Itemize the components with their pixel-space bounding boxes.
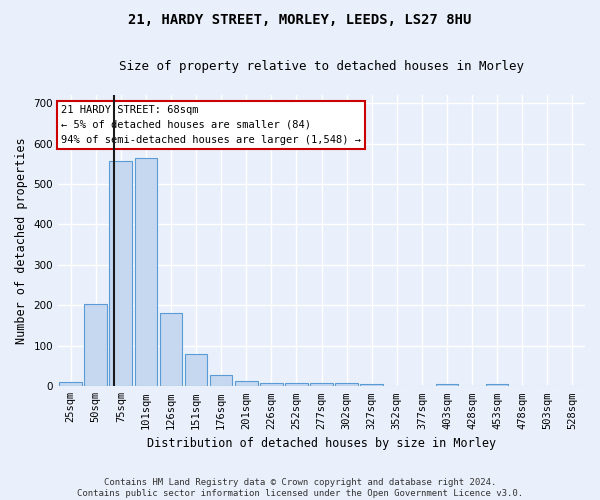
Y-axis label: Number of detached properties: Number of detached properties bbox=[15, 138, 28, 344]
Bar bbox=[260, 383, 283, 386]
Bar bbox=[185, 354, 208, 386]
Bar bbox=[210, 375, 232, 386]
Bar bbox=[285, 383, 308, 386]
Bar bbox=[361, 384, 383, 386]
Title: Size of property relative to detached houses in Morley: Size of property relative to detached ho… bbox=[119, 60, 524, 73]
Bar bbox=[160, 314, 182, 386]
Text: 21 HARDY STREET: 68sqm
← 5% of detached houses are smaller (84)
94% of semi-deta: 21 HARDY STREET: 68sqm ← 5% of detached … bbox=[61, 105, 361, 145]
Bar bbox=[85, 304, 107, 386]
Bar bbox=[486, 384, 508, 386]
Bar bbox=[335, 384, 358, 386]
X-axis label: Distribution of detached houses by size in Morley: Distribution of detached houses by size … bbox=[147, 437, 496, 450]
Text: Contains HM Land Registry data © Crown copyright and database right 2024.
Contai: Contains HM Land Registry data © Crown c… bbox=[77, 478, 523, 498]
Bar bbox=[235, 382, 257, 386]
Bar bbox=[436, 384, 458, 386]
Bar bbox=[134, 158, 157, 386]
Text: 21, HARDY STREET, MORLEY, LEEDS, LS27 8HU: 21, HARDY STREET, MORLEY, LEEDS, LS27 8H… bbox=[128, 12, 472, 26]
Bar bbox=[310, 383, 333, 386]
Bar bbox=[59, 382, 82, 386]
Bar bbox=[109, 161, 132, 386]
